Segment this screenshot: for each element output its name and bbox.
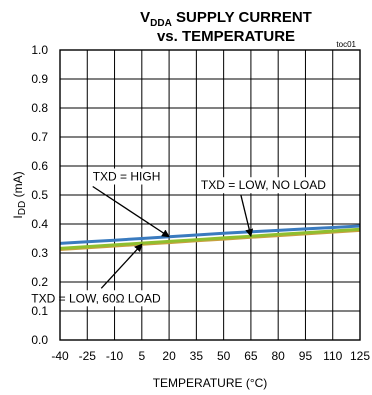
x-tick-label: 80 [272,349,286,363]
annotations: TXD = HIGH TXD = LOW, NO LOAD TXD = LOW, 6… [29,168,329,307]
annotation-background [198,177,329,194]
y-tick-label: 0.6 [31,159,48,173]
annotation-label: TXD = LOW, NO LOAD [201,178,326,192]
x-tick-label: 35 [190,349,204,363]
y-tick-label: 0.9 [31,72,48,86]
series-lines [59,224,361,251]
x-tick-label: 95 [299,349,313,363]
series-line [59,227,361,250]
annotation-arrow [92,185,170,238]
annotation-label: TXD = HIGH [93,170,161,184]
annotation-background [29,290,163,307]
y-tick-label: 0.0 [31,333,48,347]
y-tick-label: 0.1 [31,304,48,318]
plot-frame [59,49,361,341]
y-tick-label: 0.4 [31,217,48,231]
x-tick-label: 65 [244,349,258,363]
y-tick-label: 0.5 [31,188,48,202]
y-tick-label: 1.0 [31,43,48,57]
chart-title: VDDA SUPPLY CURRENT [140,9,312,29]
y-axis-label: IDD (mA) [11,171,28,218]
x-tick-label: 110 [323,349,342,363]
annotation-arrow [100,243,143,289]
x-tick-label: 5 [138,349,145,363]
figure-id: toc01 [336,40,356,49]
x-tick-label: -40 [51,349,69,363]
y-tick-label: 0.7 [31,130,48,144]
y-tick-labels: 0.0 0.1 0.2 0.3 0.4 0.5 0.6 0.7 0.8 0.9 1.0 [31,43,48,347]
x-tick-label: -25 [79,349,97,363]
y-tick-label: 0.8 [31,101,48,115]
x-tick-label: 50 [217,349,231,363]
x-tick-label: 20 [162,349,176,363]
y-tick-label: 0.2 [31,275,48,289]
annotation-background [90,168,163,185]
y-tick-label: 0.3 [31,246,48,260]
x-axis-label: TEMPERATURE (°C) [153,376,268,390]
x-tick-label: 125 [350,349,370,363]
x-tick-label: -10 [106,349,124,363]
annotation-label: TXD = LOW, 60Ω LOAD [31,291,161,305]
series-line [59,224,361,245]
chart-title-line2: vs. TEMPERATURE [157,28,295,45]
x-tick-labels: -40 -25 -10 5 20 35 50 65 80 95 110 125 [51,349,370,363]
annotation-arrow [240,195,254,238]
